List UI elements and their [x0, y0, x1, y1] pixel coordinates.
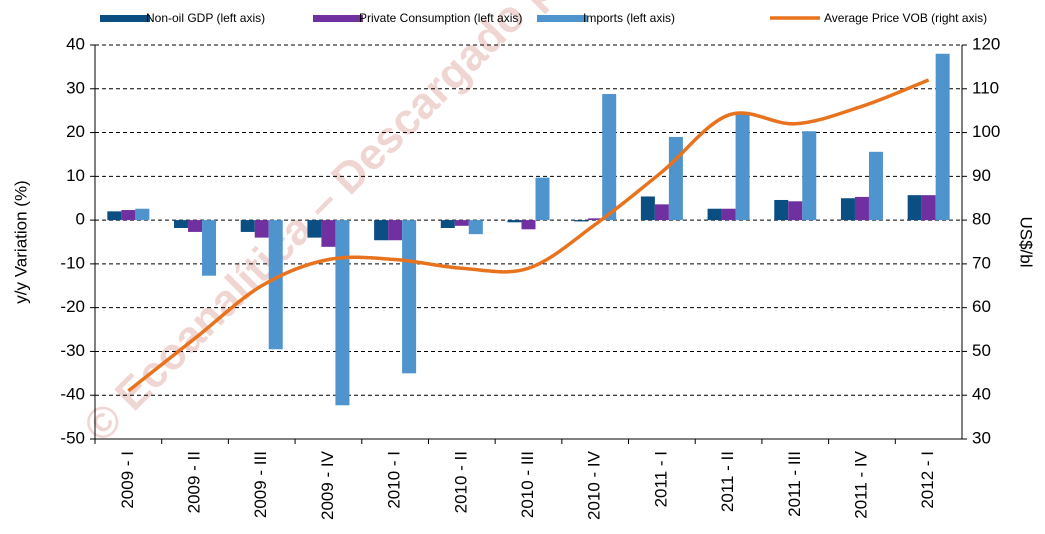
bar	[321, 220, 336, 247]
y2-tick-label: 90	[972, 166, 991, 185]
legend-label: Private Consumption (left axis)	[359, 11, 522, 25]
bar	[868, 151, 883, 221]
y-tick-label: -50	[60, 428, 85, 447]
bar	[735, 113, 750, 221]
y-axis-label: y/y Variation (%)	[11, 180, 30, 303]
x-tick-label: 2009 - I	[118, 451, 137, 509]
bar	[788, 201, 803, 221]
bar	[135, 208, 150, 221]
bar	[507, 220, 522, 223]
legend-label: Imports (left axis)	[583, 11, 675, 25]
legend-label: Average Price VOB (right axis)	[824, 11, 987, 25]
y2-tick-label: 80	[972, 210, 991, 229]
bar	[335, 220, 350, 406]
x-tick-label: 2010 - IV	[585, 450, 604, 520]
y-tick-label: -30	[60, 341, 85, 360]
bar	[721, 208, 736, 221]
bar	[707, 208, 722, 221]
x-tick-label: 2010 - II	[451, 451, 470, 513]
bar	[854, 196, 869, 221]
x-tick-label: 2010 - III	[518, 451, 537, 518]
legend-label: Non-oil GDP (left axis)	[146, 11, 265, 25]
x-tick-label: 2009 - II	[185, 451, 204, 513]
y-tick-label: -10	[60, 253, 85, 272]
bar	[374, 220, 389, 241]
bar	[840, 198, 855, 221]
bar	[668, 136, 683, 221]
bar	[535, 177, 550, 221]
bar	[240, 220, 255, 232]
legend-swatch	[537, 15, 587, 22]
y2-tick-label: 110	[972, 78, 999, 97]
bar	[188, 220, 203, 232]
y-tick-label: 20	[66, 122, 85, 141]
bar	[802, 131, 817, 221]
y-tick-label: -40	[60, 385, 85, 404]
y2-tick-label: 50	[972, 341, 991, 360]
y2-tick-label: 70	[972, 253, 991, 272]
bar	[574, 220, 589, 222]
bar	[202, 220, 217, 276]
bar	[268, 220, 283, 350]
y2-tick-label: 60	[972, 297, 991, 316]
bar	[174, 220, 189, 228]
bar	[121, 210, 136, 221]
y2-tick-label: 30	[972, 428, 991, 447]
y2-tick-label: 100	[972, 122, 1000, 141]
bar	[454, 220, 469, 226]
bar	[107, 211, 122, 221]
bar	[921, 195, 936, 221]
bar	[602, 94, 617, 221]
line	[127, 78, 930, 393]
x-tick-label: 2010 - I	[385, 451, 404, 509]
x-tick-label: 2009 - III	[251, 451, 270, 518]
bar	[907, 195, 922, 221]
x-tick-label: 2011 - IV	[851, 450, 870, 518]
y-tick-label: 30	[66, 78, 85, 97]
bar	[307, 220, 322, 238]
bar	[402, 220, 417, 374]
y-tick-label: 0	[76, 210, 85, 229]
x-tick-label: 2011 - III	[785, 451, 804, 517]
x-tick-label: 2011 - I	[651, 451, 670, 507]
bar	[468, 220, 483, 235]
y-tick-label: -20	[60, 297, 85, 316]
x-tick-label: 2011 - II	[718, 451, 737, 512]
bar	[440, 220, 455, 228]
y2-tick-label: 120	[972, 34, 1000, 53]
bar	[935, 53, 950, 221]
x-tick-label: 2012 - I	[918, 451, 937, 509]
bar	[654, 204, 669, 221]
y2-tick-label: 40	[972, 385, 991, 404]
bar	[254, 220, 269, 238]
bar	[388, 220, 403, 241]
bar	[774, 199, 789, 221]
y-tick-label: 40	[66, 34, 85, 53]
legend-swatch	[100, 15, 150, 22]
legend-swatch	[313, 15, 363, 22]
bar	[640, 196, 655, 221]
bar	[588, 218, 603, 221]
bar	[521, 220, 536, 230]
y-tick-label: 10	[66, 166, 85, 185]
y2-axis-label: US$/bl	[1017, 216, 1036, 267]
x-tick-label: 2009 - IV	[318, 450, 337, 520]
